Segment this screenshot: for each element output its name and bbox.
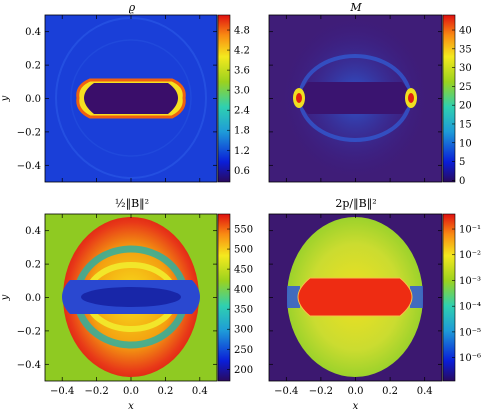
x-tick-label: 0.0 [123, 386, 139, 397]
colorbar-tick-label: 35 [459, 44, 472, 55]
colorbar-tick-label: 3.6 [234, 66, 250, 77]
panel-title-mach: M [349, 1, 362, 14]
x-tick-label: −0.4 [274, 386, 298, 397]
x-tick-label: 0.4 [192, 386, 208, 397]
panel-bmag: ½‖B‖² [44, 197, 218, 382]
y-tick-label: 0.4 [25, 27, 41, 38]
colorbar-tick-label: 15 [459, 119, 472, 130]
panel-title-bmag: ½‖B‖² [115, 197, 149, 211]
colorbar-tick-label: 4.2 [234, 46, 250, 57]
heatmap-beta-blue-edge-left [287, 286, 300, 308]
x-tick-label: 0.0 [348, 386, 364, 397]
heatmap-beta-blue-edge-right [410, 286, 423, 308]
colorbar-tick-label: 10⁻⁶ [459, 353, 481, 364]
heatmap-mach-hotspot-right-core [408, 93, 414, 103]
y-tick-label: 0.0 [25, 94, 41, 105]
colorbar-tick-label: 3.0 [234, 86, 250, 97]
heatmap-rho-faint-ring [70, 39, 192, 157]
colorbar-tick-label: 200 [234, 365, 253, 376]
colorbar-tick-label: 1.8 [234, 126, 250, 137]
colorbar-tick-label: 350 [234, 305, 253, 316]
colorbar-tick-label: 10⁻³ [459, 276, 481, 287]
colorbar-beta [442, 213, 456, 382]
x-axis-label: x [353, 401, 359, 412]
y-axis-label: y [0, 294, 11, 301]
y-tick-label: −0.4 [17, 360, 41, 371]
colorbar-rho [217, 14, 231, 183]
panel-title-rho: ϱ [129, 1, 136, 14]
colorbar-tick-label: 1.2 [234, 146, 250, 157]
heatmap-bmag-core-inner [81, 287, 181, 307]
colorbar-tick-label: 0 [459, 176, 465, 187]
colorbar-bmag [217, 213, 231, 382]
colorbar-tick-label: 30 [459, 63, 472, 74]
colorbar-tick-label: 250 [234, 345, 253, 356]
x-tick-label: 0.4 [417, 386, 433, 397]
colorbar-tick-label: 4.8 [234, 26, 250, 37]
x-tick-label: −0.2 [84, 386, 108, 397]
colorbar-tick-label: 0.6 [234, 166, 250, 177]
x-tick-label: −0.4 [50, 386, 74, 397]
y-tick-label: 0.4 [25, 226, 41, 237]
panel-title-beta: 2p/‖B‖² [335, 197, 376, 211]
colorbar-tick-label: 40 [459, 26, 472, 37]
heatmap-beta-core [297, 277, 413, 317]
panel-beta: 2p/‖B‖² [268, 197, 443, 382]
x-tick-label: −0.2 [309, 386, 333, 397]
panel-rho: ϱ [44, 1, 218, 183]
heatmap-mach-cavity [300, 82, 410, 114]
colorbar-tick-label: 5 [459, 157, 465, 168]
x-tick-label: 0.2 [382, 386, 398, 397]
panel-mach: M [268, 1, 443, 183]
colorbar-tick-label: 25 [459, 82, 472, 93]
x-axis-label: x [128, 401, 134, 412]
colorbar-tick-label: 400 [234, 285, 253, 296]
colorbar-tick-label: 10⁻⁴ [459, 302, 481, 313]
colorbar-tick-label: 550 [234, 225, 253, 236]
heatmap-rho-cavity [84, 83, 178, 114]
colorbar-mach [442, 14, 456, 183]
y-tick-label: −0.2 [17, 326, 41, 337]
y-tick-label: −0.4 [17, 161, 41, 172]
y-tick-label: 0.2 [25, 61, 41, 72]
y-tick-label: 0.0 [25, 293, 41, 304]
y-axis-label: y [0, 95, 11, 102]
colorbar-tick-label: 2.4 [234, 106, 250, 117]
y-tick-label: 0.2 [25, 260, 41, 271]
axis-labels: 0.4 0.2 0.0 −0.2 −0.4 y 4.8 4.2 3.6 3.0 2.4 1.8 1.2 0… [0, 15, 481, 412]
colorbar-tick-label: 10⁻⁵ [459, 327, 481, 338]
colorbar-tick-label: 300 [234, 325, 253, 336]
colorbar-tick-label: 10⁻¹ [459, 225, 481, 236]
y-tick-label: −0.2 [17, 127, 41, 138]
heatmap-mach-hotspot-left-core [296, 93, 302, 103]
x-tick-label: 0.2 [157, 386, 173, 397]
colorbar-tick-label: 10⁻² [459, 250, 481, 261]
colorbar-tick-label: 10 [459, 138, 472, 149]
colorbar-tick-label: 500 [234, 245, 253, 256]
colorbar-tick-label: 450 [234, 265, 253, 276]
colorbar-tick-label: 20 [459, 101, 472, 112]
